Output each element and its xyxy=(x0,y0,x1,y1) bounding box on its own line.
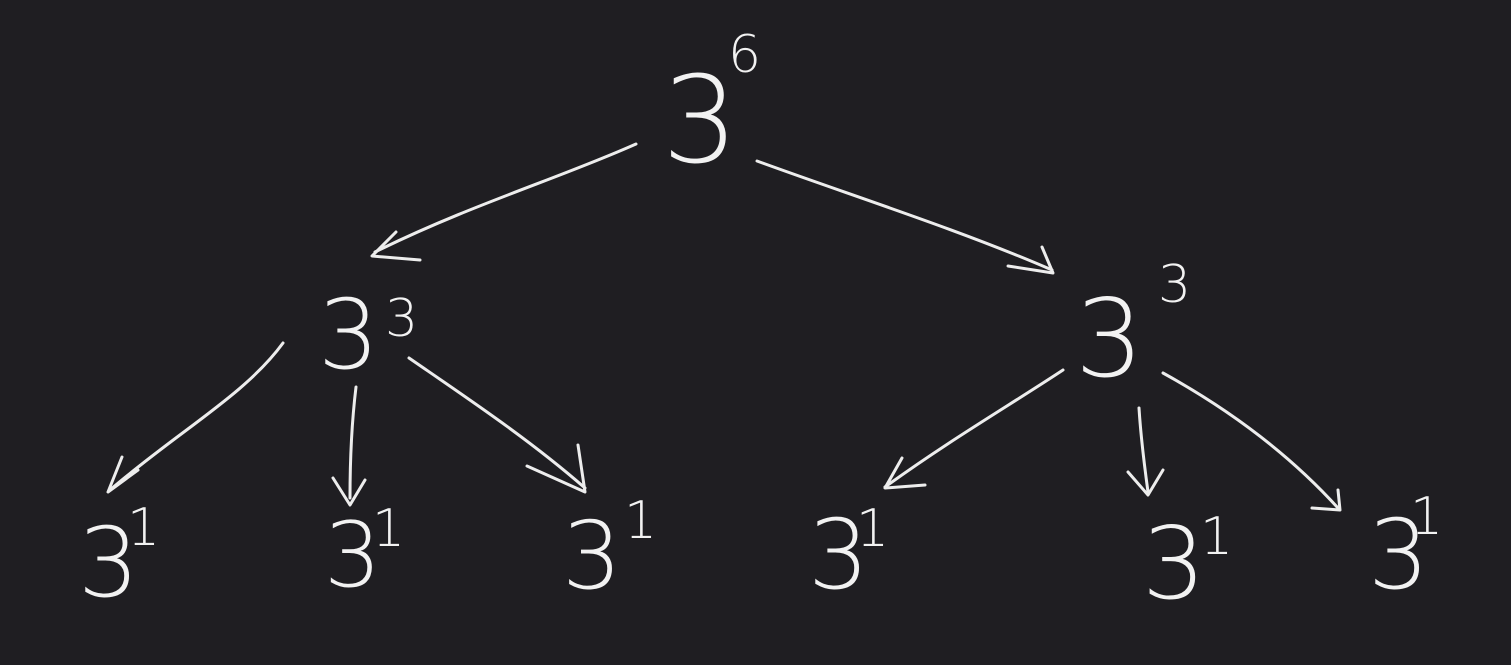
node-level1-left-base: 3 xyxy=(318,279,379,391)
node-level1-left: 3 3 xyxy=(318,279,418,391)
leaf-5-base: 3 xyxy=(1142,505,1206,622)
edge-root-to-right xyxy=(755,159,1055,275)
leaf-1: 3 1 xyxy=(78,498,160,619)
node-root-exponent: 6 xyxy=(728,25,761,85)
node-level1-right-exponent: 3 xyxy=(1158,255,1191,315)
edge-right-to-leaf-5 xyxy=(1126,406,1165,497)
leaf-3: 3 1 xyxy=(562,491,657,611)
edge-right-to-leaf-6 xyxy=(1161,371,1342,512)
leaf-3-base: 3 xyxy=(562,502,622,611)
leaf-6-base: 3 xyxy=(1368,499,1429,611)
leaf-4: 3 1 xyxy=(808,499,889,611)
leaf-1-base: 3 xyxy=(78,507,139,619)
leaf-2-base: 3 xyxy=(324,503,381,608)
node-level1-left-exponent: 3 xyxy=(385,289,418,349)
edge-root-to-left xyxy=(370,142,638,262)
leaf-5: 3 1 xyxy=(1142,505,1233,622)
leaf-2: 3 1 xyxy=(324,499,405,608)
node-level1-right: 3 3 xyxy=(1075,255,1191,402)
node-root: 3 6 xyxy=(662,25,761,191)
leaf-6: 3 1 xyxy=(1368,487,1443,611)
leaf-4-exponent: 1 xyxy=(856,499,889,559)
leaf-5-exponent: 1 xyxy=(1200,507,1233,567)
leaf-4-base: 3 xyxy=(808,499,869,611)
edge-left-to-leaf-1 xyxy=(106,341,285,494)
edge-left-to-leaf-3 xyxy=(407,356,587,494)
leaf-3-exponent: 1 xyxy=(624,491,657,551)
leaf-2-exponent: 1 xyxy=(372,499,405,559)
node-root-base: 3 xyxy=(662,52,738,191)
leaf-1-exponent: 1 xyxy=(127,498,160,558)
edge-left-to-leaf-2 xyxy=(331,385,367,507)
leaf-6-exponent: 1 xyxy=(1410,487,1443,547)
edge-right-to-leaf-4 xyxy=(883,368,1065,490)
node-level1-right-base: 3 xyxy=(1075,277,1144,402)
